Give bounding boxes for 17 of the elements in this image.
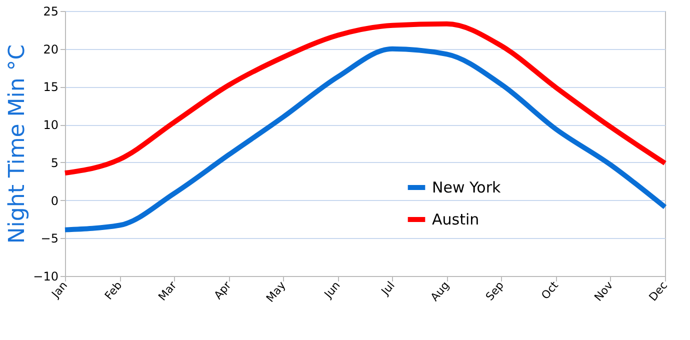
y-tick-label: 25 (43, 4, 58, 18)
y-axis-title: Night Time Min °C (5, 44, 30, 244)
x-tick-label: Oct (538, 278, 562, 302)
x-tick-label: Sep (483, 278, 506, 304)
y-tick-label: 10 (43, 118, 58, 132)
x-tick-label: Jul (378, 279, 398, 298)
y-tick-label: 15 (43, 80, 58, 94)
x-tick-label: Apr (212, 278, 234, 302)
y-tick-label: −5 (40, 232, 58, 246)
legend-label: New York (432, 178, 501, 196)
y-tick-label: −10 (33, 270, 58, 284)
y-tick-label: 20 (43, 42, 58, 56)
y-tick-label: 0 (50, 194, 58, 208)
y-tick-label: 5 (50, 156, 58, 170)
x-tick-label: Jun (321, 278, 343, 302)
x-tick-label: Feb (102, 278, 125, 302)
legend-label: Austin (432, 210, 480, 228)
